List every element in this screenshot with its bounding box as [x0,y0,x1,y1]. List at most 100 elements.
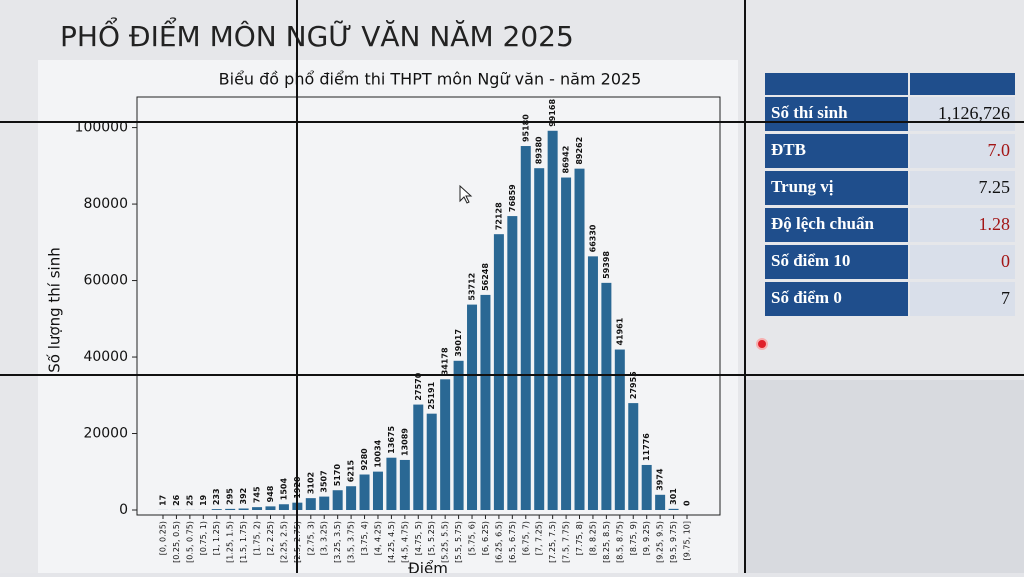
x-tick-label: [3.5, 3.75) [347,521,356,563]
value-label: 745 [253,486,262,503]
value-label: 17 [159,495,168,506]
x-tick-label: [9, 9.25) [642,521,651,555]
bar [575,169,585,510]
bar [346,486,356,510]
bar [454,361,464,510]
bar [467,305,477,510]
row-value: 7 [1001,288,1010,308]
x-tick-label: [0, 0.25) [159,521,168,555]
table-header-cell [910,73,1015,95]
bar [265,506,275,510]
value-label: 948 [266,485,275,502]
x-tick-label: [6.25, 6.5) [494,521,503,563]
value-label: 56248 [481,263,490,291]
x-tick-label: [4.75, 5) [414,521,423,555]
y-axis-label: Số lượng thí sinh [46,247,64,372]
bar [588,256,598,510]
value-label: 19 [199,494,208,506]
value-label: 0 [683,500,692,506]
bar [507,216,517,510]
value-label: 72128 [494,202,503,230]
value-label: 66330 [588,224,597,252]
value-label: 95180 [521,114,530,142]
x-tick-label: [8, 8.25) [588,521,597,555]
bar [239,509,249,510]
value-label: 6215 [347,460,356,483]
laser-dot [757,339,767,349]
bar [628,403,638,510]
value-label: 9280 [360,448,369,471]
x-tick-label: [1.25, 1.5) [226,521,235,563]
bar [534,168,544,510]
row-label: ĐTB [771,140,806,159]
x-tick-label: [8.25, 8.5) [602,521,611,563]
bar [669,509,679,510]
value-label: 3102 [306,472,315,494]
bar [400,460,410,510]
floor [745,380,1024,573]
x-tick-label: [3, 3.25) [320,521,329,555]
x-tick-label: [9.25, 9.5) [656,521,665,563]
value-cell [910,245,1015,279]
bar [440,379,450,510]
value-label: 233 [212,488,221,505]
x-tick-label: [7.25, 7.5) [548,521,557,563]
bar [561,178,571,510]
x-tick-label: [2.75, 3) [306,521,315,555]
row-value: 1,126,726 [938,103,1010,123]
value-label: 89380 [535,136,544,164]
value-label: 53712 [468,273,477,301]
value-label: 295 [226,488,235,505]
row-value: 7.0 [988,140,1011,160]
value-label: 11776 [642,433,651,461]
x-tick-label: [2, 2.25) [266,521,275,555]
value-label: 3507 [320,470,329,492]
value-label: 25191 [427,381,436,409]
x-tick-label: [1.75, 2) [253,521,262,555]
x-tick-label: [7.5, 7.75) [562,521,571,563]
bar [642,465,652,510]
row-value: 7.25 [979,177,1011,197]
x-tick-label: [0.5, 0.75) [185,521,194,563]
y-tick-label: 60000 [83,273,128,289]
x-tick-label: [5.75, 6) [468,521,477,555]
x-tick-label: [2.25, 2.5) [279,521,288,563]
row-label: Số điểm 0 [771,288,842,307]
x-tick-label: [1.5, 1.75) [239,521,248,563]
x-tick-label: [5.5, 5.75) [454,521,463,563]
row-label: Số thí sinh [771,103,848,122]
value-label: 1504 [279,478,288,501]
value-label: 3974 [656,468,665,491]
x-tick-label: [1, 1.25) [212,521,221,555]
x-tick-label: [7.75, 8) [575,521,584,555]
bar [494,234,504,510]
y-tick-label: 40000 [83,349,128,365]
value-label: 25 [185,494,194,506]
value-label: 10034 [373,439,382,467]
x-tick-label: [4.25, 4.5) [387,521,396,563]
value-label: 27570 [414,372,423,400]
row-label: Số điểm 10 [771,251,850,270]
row-value: 1.28 [979,214,1011,234]
x-tick-label: [9.5, 9.75) [669,521,678,563]
bar [615,350,625,510]
value-label: 13675 [387,425,396,453]
bar [386,458,396,510]
x-tick-label: [6, 6.25) [481,521,490,555]
bar [279,504,289,510]
y-tick-label: 0 [119,502,128,518]
bar [306,498,316,510]
x-tick-label: [8.5, 8.75) [615,521,624,563]
y-tick-label: 20000 [83,426,128,442]
x-tick-label: [8.75, 9) [629,521,638,555]
value-label: 392 [239,488,248,505]
bar [521,146,531,510]
value-label: 76859 [508,184,517,212]
bar [548,131,558,510]
bar [427,414,437,510]
row-value: 0 [1001,251,1010,271]
bar [333,490,343,510]
value-label: 26 [172,494,181,506]
x-tick-label: [3.25, 3.5) [333,521,342,563]
value-label: 89262 [575,137,584,165]
